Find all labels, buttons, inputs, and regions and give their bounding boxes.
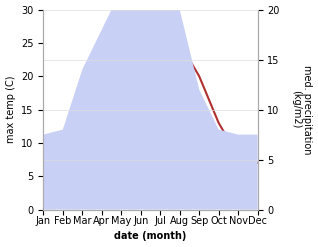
Y-axis label: max temp (C): max temp (C): [5, 76, 16, 143]
Y-axis label: med. precipitation
(kg/m2): med. precipitation (kg/m2): [291, 65, 313, 154]
X-axis label: date (month): date (month): [114, 231, 187, 242]
